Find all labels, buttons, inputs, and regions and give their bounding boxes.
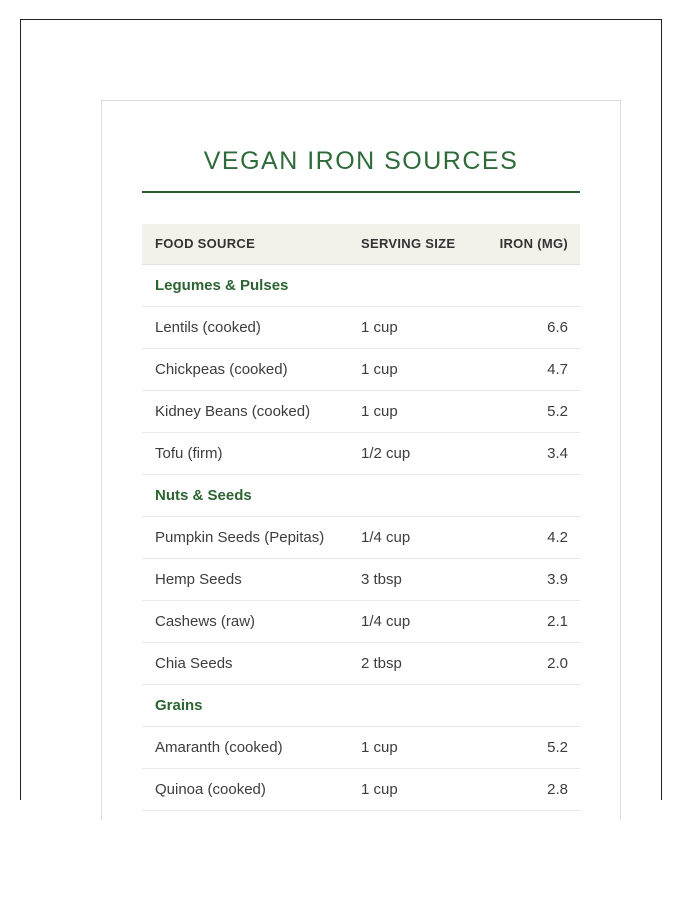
- food-cell: Lentils (cooked): [142, 306, 361, 349]
- iron-cell: 4.7: [481, 348, 580, 391]
- table-row: Lentils (cooked) 1 cup 6.6: [142, 306, 580, 349]
- serving-cell: 1/4 cup: [361, 516, 482, 559]
- iron-cell: 2.0: [481, 642, 580, 685]
- serving-cell: 1 cup: [361, 306, 482, 349]
- category-label: Legumes & Pulses: [142, 264, 580, 307]
- table-header: FOOD SOURCE SERVING SIZE IRON (MG): [142, 224, 580, 265]
- table-body: Legumes & Pulses Lentils (cooked) 1 cup 6.6…: [142, 264, 580, 811]
- serving-cell: 1 cup: [361, 348, 482, 391]
- table-row: Quinoa (cooked) 1 cup 2.8: [142, 768, 580, 811]
- food-cell: Amaranth (cooked): [142, 726, 361, 769]
- page-title: VEGAN IRON SOURCES: [203, 147, 519, 175]
- content-card: VEGAN IRON SOURCES FOOD SOURCE SERVING S…: [101, 100, 621, 820]
- food-cell: Tofu (firm): [142, 432, 361, 475]
- category-row: Grains: [142, 684, 580, 727]
- iron-cell: 6.6: [481, 306, 580, 349]
- serving-cell: 1/2 cup: [361, 432, 482, 475]
- food-cell: Chia Seeds: [142, 642, 361, 685]
- table-row: Hemp Seeds 3 tbsp 3.9: [142, 558, 580, 601]
- page-frame: VEGAN IRON SOURCES FOOD SOURCE SERVING S…: [20, 19, 662, 820]
- title-underline: [142, 191, 580, 193]
- food-cell: Chickpeas (cooked): [142, 348, 361, 391]
- header-row: FOOD SOURCE SERVING SIZE IRON (MG): [142, 224, 580, 265]
- table-row: Tofu (firm) 1/2 cup 3.4: [142, 432, 580, 475]
- table-row: Kidney Beans (cooked) 1 cup 5.2: [142, 390, 580, 433]
- category-label: Nuts & Seeds: [142, 474, 580, 517]
- iron-cell: 2.1: [481, 600, 580, 643]
- iron-cell: 3.9: [481, 558, 580, 601]
- serving-cell: 1/4 cup: [361, 600, 482, 643]
- iron-cell: 3.4: [481, 432, 580, 475]
- column-header-serving-size: SERVING SIZE: [361, 224, 482, 265]
- table-row: Chickpeas (cooked) 1 cup 4.7: [142, 348, 580, 391]
- iron-cell: 4.2: [481, 516, 580, 559]
- iron-cell: 2.8: [481, 768, 580, 811]
- table-row: Amaranth (cooked) 1 cup 5.2: [142, 726, 580, 769]
- iron-sources-table: FOOD SOURCE SERVING SIZE IRON (MG) Legum…: [142, 224, 580, 811]
- category-label: Grains: [142, 684, 580, 727]
- table-row: Pumpkin Seeds (Pepitas) 1/4 cup 4.2: [142, 516, 580, 559]
- food-cell: Cashews (raw): [142, 600, 361, 643]
- food-cell: Pumpkin Seeds (Pepitas): [142, 516, 361, 559]
- table-row: Chia Seeds 2 tbsp 2.0: [142, 642, 580, 685]
- serving-cell: 1 cup: [361, 726, 482, 769]
- serving-cell: 3 tbsp: [361, 558, 482, 601]
- iron-cell: 5.2: [481, 726, 580, 769]
- food-cell: Kidney Beans (cooked): [142, 390, 361, 433]
- serving-cell: 2 tbsp: [361, 642, 482, 685]
- food-cell: Hemp Seeds: [142, 558, 361, 601]
- column-header-food-source: FOOD SOURCE: [142, 224, 361, 265]
- column-header-iron-mg: IRON (MG): [481, 224, 580, 265]
- food-cell: Quinoa (cooked): [142, 768, 361, 811]
- table-row: Cashews (raw) 1/4 cup 2.1: [142, 600, 580, 643]
- serving-cell: 1 cup: [361, 390, 482, 433]
- iron-cell: 5.2: [481, 390, 580, 433]
- category-row: Legumes & Pulses: [142, 264, 580, 307]
- category-row: Nuts & Seeds: [142, 474, 580, 517]
- serving-cell: 1 cup: [361, 768, 482, 811]
